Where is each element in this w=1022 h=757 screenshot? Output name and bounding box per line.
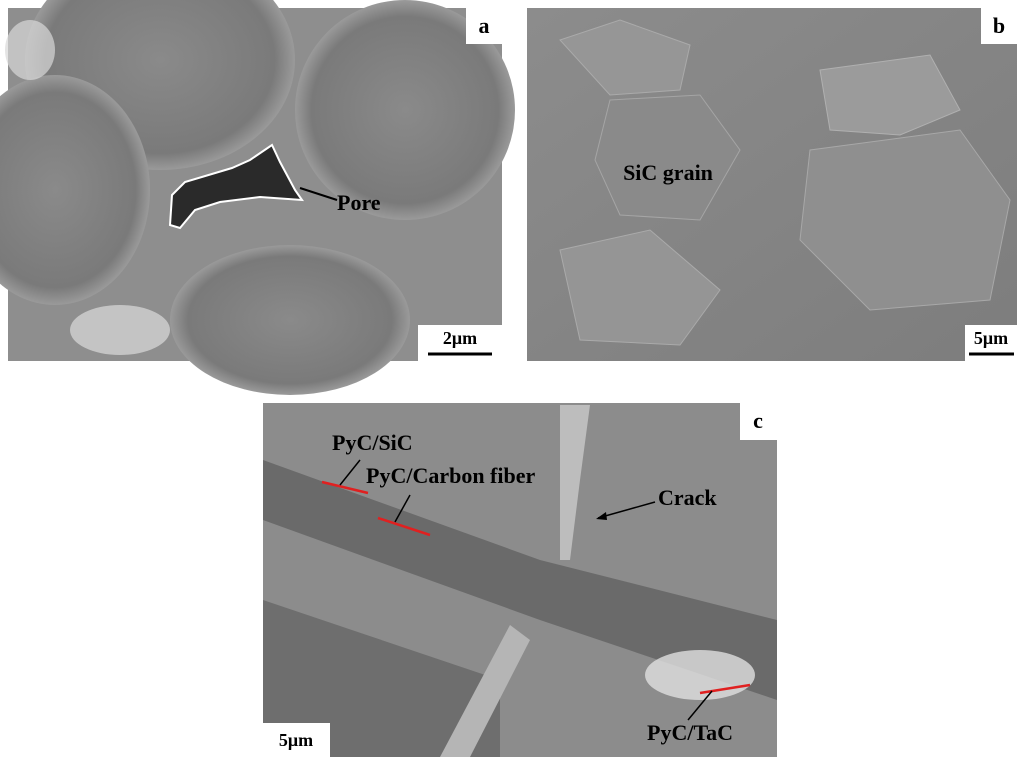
panel-b: SiC grain b 5μm: [527, 8, 1017, 361]
bright-spot: [5, 20, 55, 80]
panel-c: PyC/SiC PyC/Carbon fiber Crack PyC/TaC c…: [263, 403, 777, 757]
bright-spot: [70, 305, 170, 355]
annotation: PyC/TaC: [647, 720, 733, 745]
annotation: Crack: [658, 485, 717, 510]
figure: Pore a 2μm SiC grain b 5μm PyC/SiC PyC/C…: [0, 0, 1022, 757]
fiber: [170, 245, 410, 395]
annotation: PyC/SiC: [332, 430, 413, 455]
panel-label: a: [479, 13, 490, 38]
panel-label: b: [993, 13, 1005, 38]
scale-label: 2μm: [443, 328, 477, 348]
annotation: PyC/Carbon fiber: [366, 463, 536, 488]
scale-label: 5μm: [279, 730, 313, 750]
panel-a: Pore a 2μm: [0, 0, 515, 395]
panel-label: c: [753, 408, 763, 433]
scale-label: 5μm: [974, 328, 1008, 348]
annotation: Pore: [337, 190, 381, 215]
annotation: SiC grain: [623, 160, 713, 185]
